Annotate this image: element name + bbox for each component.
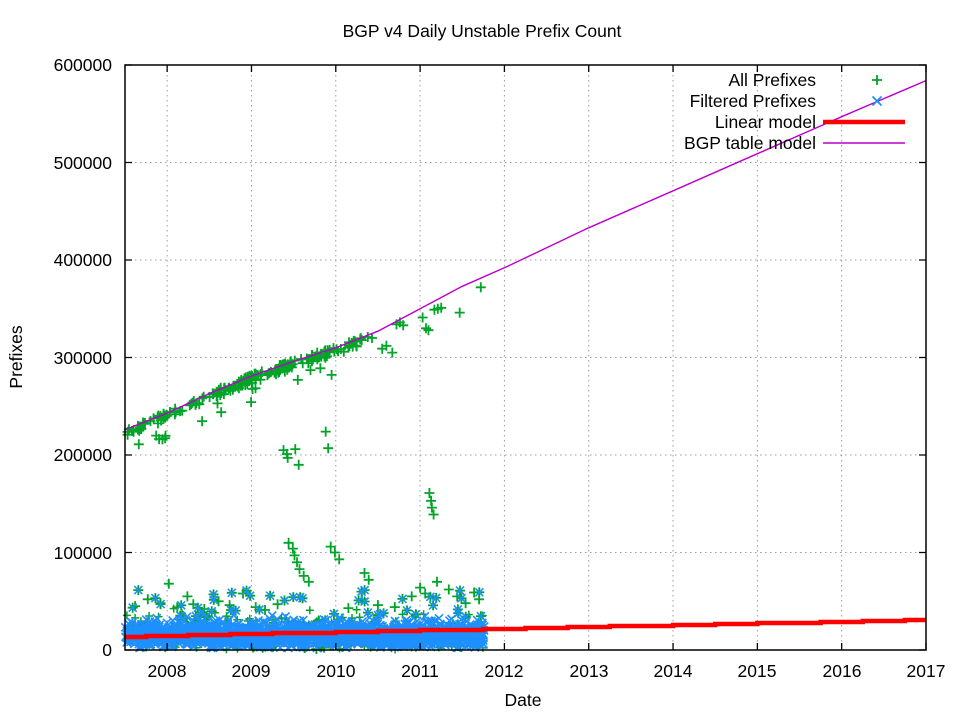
x-tick-label: 2017 — [907, 661, 946, 681]
linear-model-line — [125, 617, 926, 640]
y-tick-label: 200000 — [54, 445, 113, 465]
x-tick-label: 2014 — [654, 661, 693, 681]
legend-label-filtered-prefixes: Filtered Prefixes — [690, 91, 817, 111]
legend-marker-plus-icon — [872, 75, 882, 85]
y-tick-label: 100000 — [54, 543, 113, 563]
x-tick-label: 2010 — [317, 661, 356, 681]
legend-marker-cross-icon — [871, 95, 883, 107]
x-tick-label: 2015 — [738, 661, 777, 681]
filtered-prefixes-points — [120, 585, 489, 653]
y-tick-label: 400000 — [54, 250, 113, 270]
x-tick-label: 2011 — [401, 661, 439, 681]
x-tick-label: 2008 — [148, 661, 187, 681]
y-axis-label: Prefixes — [6, 325, 26, 388]
x-tick-label: 2013 — [570, 661, 609, 681]
series-layer — [120, 79, 927, 654]
grid-lines — [125, 65, 926, 650]
y-tick-label: 500000 — [54, 153, 113, 173]
x-axis-label: Date — [505, 690, 542, 710]
legend-label-bgp-table-model: BGP table model — [684, 133, 816, 153]
y-tick-label: 300000 — [54, 348, 113, 368]
bgp-table-model-line — [124, 79, 927, 431]
x-tick-label: 2012 — [485, 661, 524, 681]
y-tick-label: 0 — [102, 640, 112, 660]
chart-title: BGP v4 Daily Unstable Prefix Count — [343, 21, 622, 41]
x-tick-label: 2009 — [232, 661, 271, 681]
legend: All Prefixes Filtered Prefixes Linear mo… — [684, 70, 816, 153]
x-tick-label: 2016 — [823, 661, 862, 681]
y-tick-label: 600000 — [54, 55, 113, 75]
legend-label-all-prefixes: All Prefixes — [728, 70, 816, 90]
axis-ticks — [125, 64, 927, 651]
legend-label-linear-model: Linear model — [715, 112, 816, 132]
